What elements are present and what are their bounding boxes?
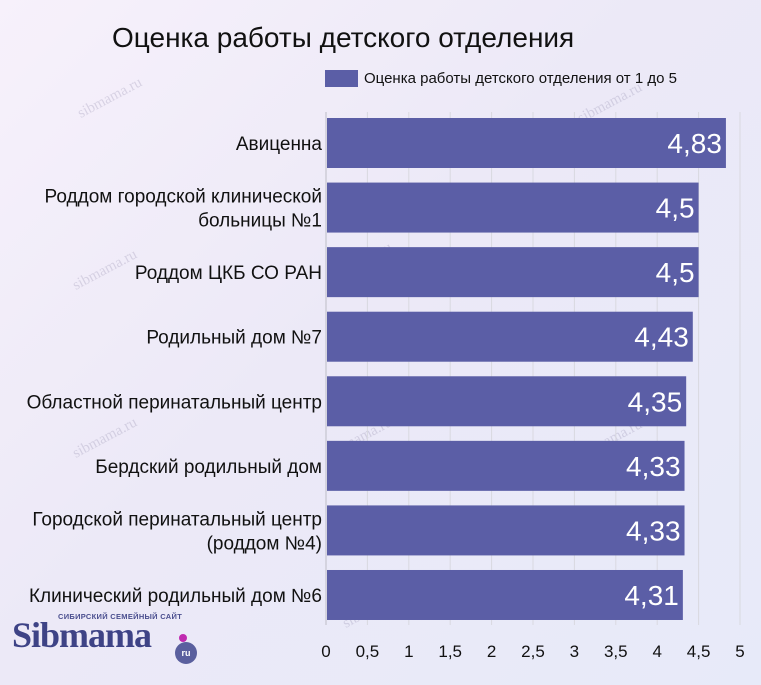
chart-title: Оценка работы детского отделения	[112, 22, 575, 53]
bar	[327, 311, 693, 362]
sibmama-logo: Sibmama СИБИРСКИЙ СЕМЕЙНЫЙ САЙТ ru	[12, 612, 197, 664]
legend-swatch	[325, 70, 358, 87]
bar	[327, 376, 687, 427]
x-tick-label: 4	[652, 642, 661, 661]
category-label: Клинический родильный дом №6	[29, 586, 322, 607]
x-tick-label: 1,5	[438, 642, 462, 661]
logo-ru-badge: ru	[175, 642, 197, 664]
x-tick-label: 2,5	[521, 642, 545, 661]
x-tick-label: 3,5	[604, 642, 628, 661]
category-label: (роддом №4)	[207, 533, 322, 554]
bar-value-label: 4,5	[656, 193, 695, 224]
bar	[327, 505, 685, 556]
x-tick-label: 4,5	[687, 642, 711, 661]
bar	[327, 569, 683, 620]
category-label: Областной перинатальный центр	[27, 392, 322, 413]
x-tick-label: 3	[570, 642, 579, 661]
logo-name: Sibmama	[12, 615, 152, 655]
bar-value-label: 4,35	[628, 386, 683, 417]
bar-value-label: 4,31	[624, 580, 679, 611]
chart-legend: Оценка работы детского отделения от 1 до…	[325, 70, 677, 87]
bar	[327, 118, 726, 168]
bar	[327, 247, 699, 298]
category-label: Роддом городской клинической	[45, 187, 322, 208]
bar	[327, 440, 685, 491]
bar-value-label: 4,83	[667, 128, 722, 159]
bar-value-label: 4,33	[626, 451, 681, 482]
logo-dot-icon	[179, 634, 187, 642]
logo-tagline: СИБИРСКИЙ СЕМЕЙНЫЙ САЙТ	[58, 612, 183, 621]
category-label: Бердский родильный дом	[95, 457, 322, 478]
x-tick-label: 0	[321, 642, 330, 661]
category-label: Родильный дом №7	[146, 328, 322, 349]
x-tick-label: 1	[404, 642, 413, 661]
x-tick-label: 2	[487, 642, 496, 661]
category-label: Городской перинатальный центр	[32, 509, 322, 530]
bar-value-label: 4,33	[626, 515, 681, 546]
category-label: больницы №1	[198, 211, 322, 232]
category-label: Роддом ЦКБ СО РАН	[135, 263, 322, 284]
bar-value-label: 4,5	[656, 257, 695, 288]
bar	[327, 182, 699, 233]
x-tick-label: 0,5	[356, 642, 380, 661]
category-label: Авиценна	[236, 134, 323, 155]
legend-label: Оценка работы детского отделения от 1 до…	[364, 70, 677, 87]
x-tick-label: 5	[735, 642, 744, 661]
bar-value-label: 4,43	[634, 322, 689, 353]
